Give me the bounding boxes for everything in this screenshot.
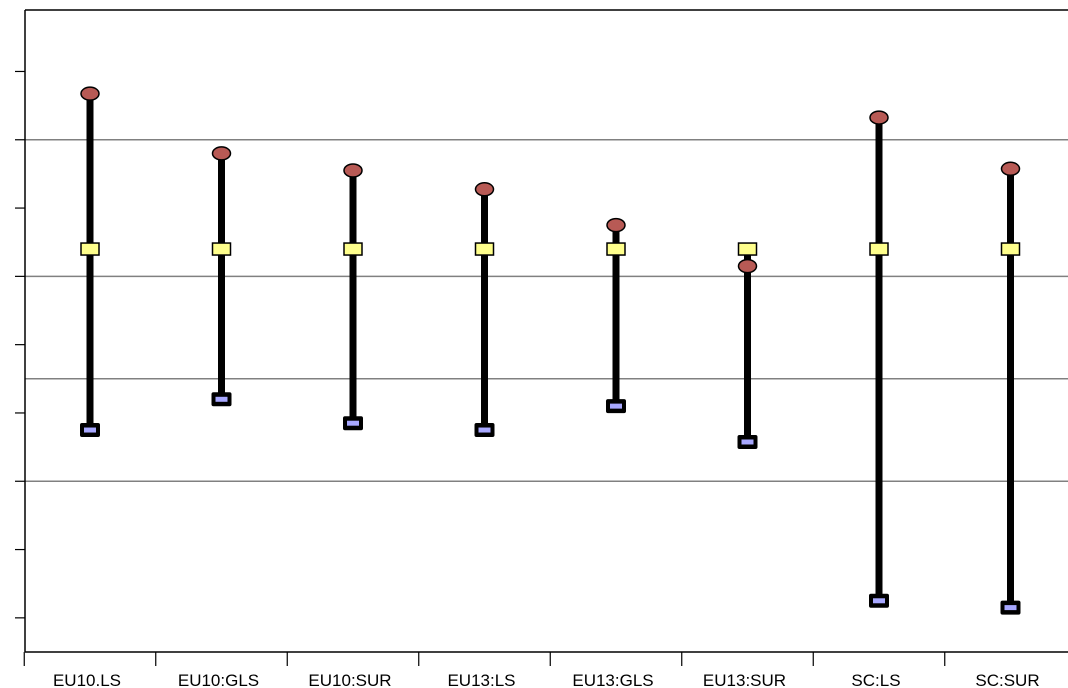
range-bars <box>86 93 1014 608</box>
high-marker <box>737 258 758 274</box>
x-ticks <box>23 652 946 666</box>
x-tick-label: EU13:GLS <box>572 671 653 688</box>
mid-marker <box>474 242 495 256</box>
x-tick-label: EU13:LS <box>447 671 515 688</box>
x-tick-labels: EU10.LS EU10:GLS EU10:SUR EU13:LS EU13:GLS EU… <box>53 671 1040 688</box>
high-marker <box>80 86 100 101</box>
x-tick-label: EU10:SUR <box>308 671 391 688</box>
high-marker <box>1000 161 1021 177</box>
mid-marker <box>737 242 758 256</box>
mid-marker <box>80 242 100 256</box>
x-tick-label: EU13:SUR <box>703 671 786 688</box>
high-marker <box>606 217 626 233</box>
high-marker <box>211 146 232 161</box>
y-ticks <box>15 70 25 619</box>
x-tick-label: EU10:GLS <box>178 671 259 688</box>
axes <box>24 9 1068 653</box>
low-marker <box>610 403 622 409</box>
low-marker <box>1004 605 1017 611</box>
x-tick-label: SC:LS <box>851 671 900 688</box>
low-marker <box>347 420 359 426</box>
plot-area <box>25 10 1068 652</box>
gridlines <box>25 139 1068 483</box>
high-marker <box>474 182 495 197</box>
markers <box>80 86 1021 615</box>
low-marker <box>215 396 228 402</box>
mid-marker <box>869 242 889 256</box>
x-tick-label: SC:SUR <box>975 671 1039 688</box>
low-marker <box>84 427 96 433</box>
high-marker <box>343 163 363 178</box>
mid-marker <box>343 242 363 256</box>
high-marker <box>869 110 889 125</box>
low-marker <box>741 439 754 445</box>
low-marker <box>478 427 491 433</box>
mid-marker <box>606 242 626 256</box>
low-marker <box>873 598 885 604</box>
mid-marker <box>1000 242 1021 256</box>
x-tick-label: EU10.LS <box>53 671 121 688</box>
mid-marker <box>211 242 232 256</box>
